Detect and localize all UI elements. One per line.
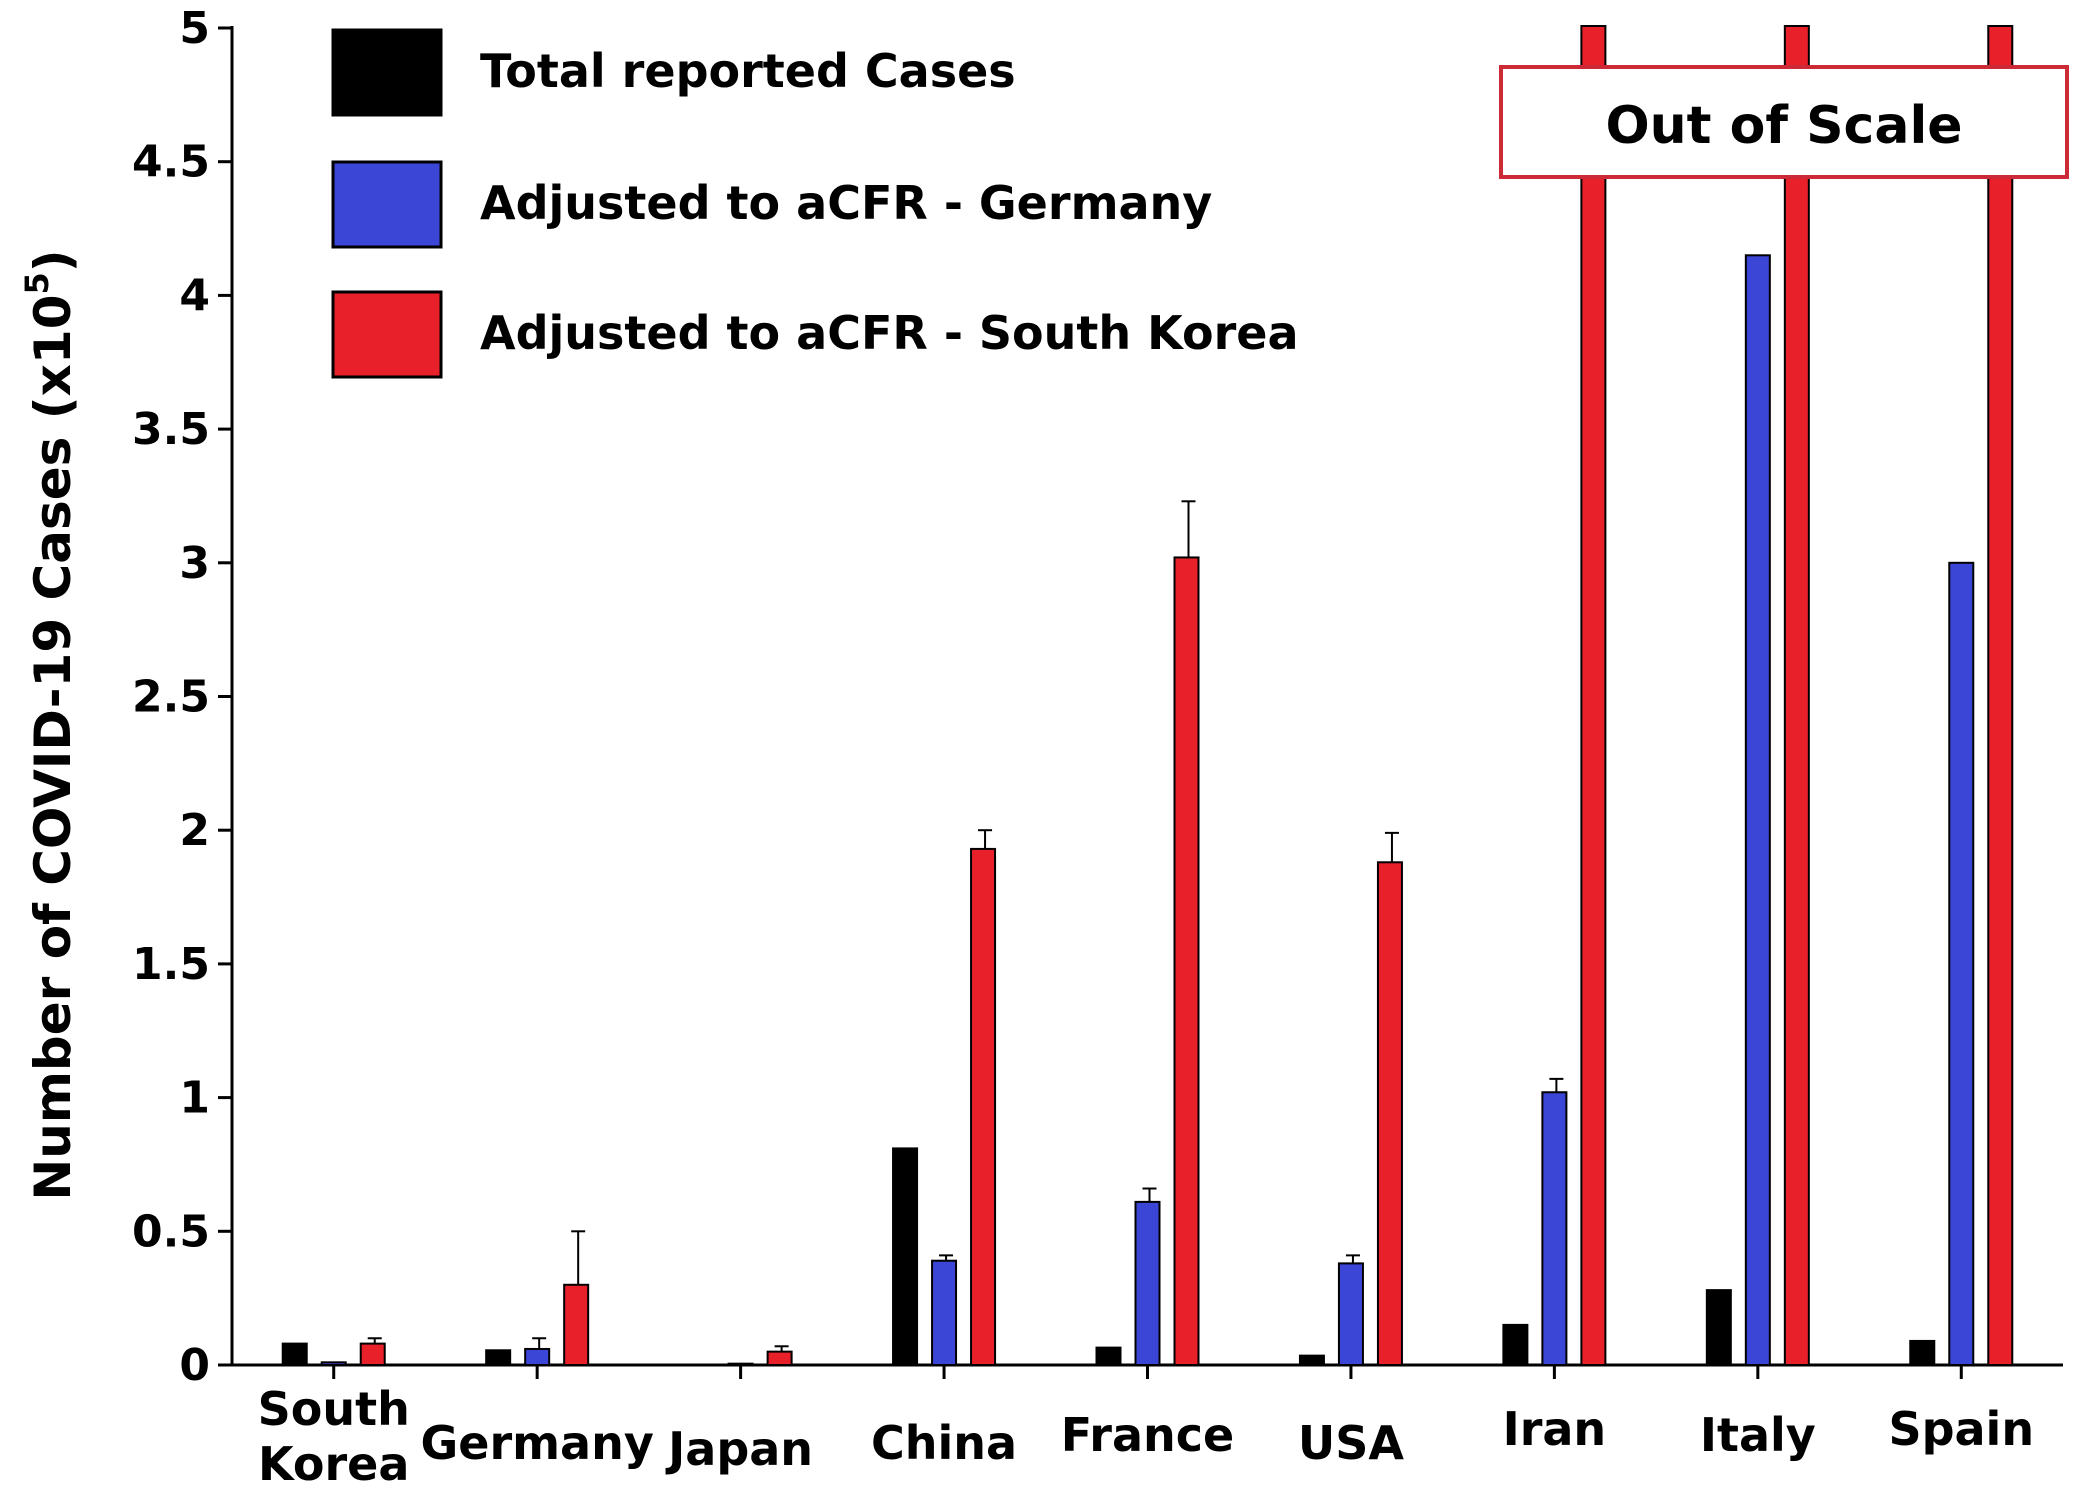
bar-0-7 (1705, 1289, 1732, 1367)
y-tick-label: 3 (179, 538, 210, 589)
bar-2-6 (1580, 25, 1607, 1366)
bar-1-2 (727, 1362, 754, 1366)
y-tick-label: 5 (179, 3, 210, 54)
y-tick-label: 4 (179, 270, 210, 321)
y-tick-label: 4.5 (132, 137, 210, 188)
bar-2-2 (766, 1350, 793, 1367)
x-category-label: Iran (1503, 1402, 1607, 1456)
x-category-label: France (1061, 1408, 1234, 1462)
bar-0-6 (1502, 1323, 1529, 1367)
bar-2-5 (1376, 861, 1403, 1367)
legend-label-1: Adjusted to aCFR - Germany (480, 176, 1212, 230)
x-category-label: Japan (665, 1422, 813, 1476)
y-tick-label: 0.5 (132, 1206, 210, 1257)
bar-2-4 (1173, 556, 1200, 1366)
bar-2-8 (1987, 25, 2014, 1366)
bar-0-0 (281, 1342, 308, 1367)
bar-1-4 (1134, 1200, 1161, 1366)
y-tick-label: 1 (179, 1073, 210, 1124)
bar-0-1 (485, 1349, 512, 1366)
bar-0-4 (1095, 1346, 1122, 1367)
legend-swatch-0 (331, 28, 443, 117)
out-of-scale-annotation: Out of Scale (1499, 65, 2069, 179)
bar-1-7 (1744, 254, 1771, 1366)
x-axis: South Korea Germany Japan China France USA Iran… (232, 1363, 2063, 1491)
y-tick-label: 2.5 (132, 672, 210, 723)
bar-2-0 (359, 1342, 386, 1367)
bar-2-3 (970, 847, 997, 1366)
x-category-label: USA (1298, 1416, 1404, 1470)
y-tick-label: 1.5 (132, 939, 210, 990)
y-tick-label: 0 (179, 1340, 210, 1391)
x-category-label: Spain (1888, 1402, 2034, 1456)
legend-label-0: Total reported Cases (480, 44, 1016, 98)
bar-1-6 (1541, 1091, 1568, 1366)
x-category-label: Germany (420, 1416, 653, 1470)
y-tick-label: 3.5 (132, 404, 210, 455)
bar-2-1 (563, 1283, 590, 1367)
bar-0-8 (1909, 1339, 1936, 1366)
bars (281, 25, 2014, 1367)
bar-1-8 (1948, 561, 1975, 1366)
bar-1-3 (931, 1259, 958, 1366)
y-axis-label: Number of COVID-19 Cases (x105) (18, 249, 82, 1200)
legend-swatch-1 (331, 160, 443, 249)
legend-swatch-2 (331, 290, 443, 379)
out-of-scale-box (1499, 65, 2069, 179)
x-category-label: South Korea (258, 1382, 410, 1491)
bar-1-1 (524, 1347, 551, 1367)
bar-0-3 (892, 1147, 919, 1366)
legend-label-2: Adjusted to aCFR - South Korea (480, 306, 1299, 360)
y-tick-label: 2 (179, 805, 210, 856)
bar-2-7 (1783, 25, 1810, 1366)
bar-0-2 (688, 1364, 715, 1367)
legend: Total reported Cases Adjusted to aCFR - G… (331, 28, 1299, 379)
y-axis: 0 0.5 1 1.5 2 2.5 3 3.5 4 4.5 5 (132, 3, 234, 1391)
x-category-label: Italy (1700, 1408, 1816, 1462)
bar-1-0 (320, 1361, 347, 1367)
bar-0-5 (1298, 1354, 1325, 1366)
out-of-scale-text: Out of Scale (1605, 96, 1962, 156)
bar-1-5 (1337, 1262, 1364, 1366)
x-category-label: China (871, 1416, 1017, 1470)
